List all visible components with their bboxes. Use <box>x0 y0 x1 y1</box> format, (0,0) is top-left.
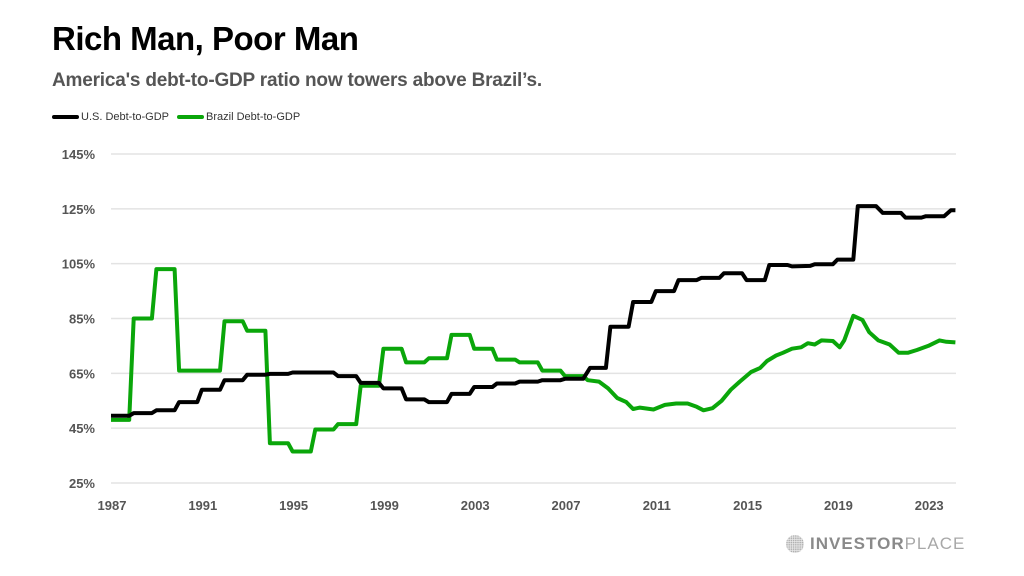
logo-text-bold: INVESTOR <box>810 534 905 553</box>
x-tick-label: 2003 <box>461 498 490 513</box>
chart-title: Rich Man, Poor Man <box>52 20 359 57</box>
y-axis-tick-labels: 25% 45% 65% 85% 105% 125% 145% <box>62 147 96 491</box>
y-tick-label: 25% <box>69 476 95 491</box>
y-tick-label: 65% <box>69 366 95 381</box>
x-tick-label: 1987 <box>98 498 127 513</box>
gridlines <box>111 153 956 484</box>
x-tick-label: 2007 <box>552 498 581 513</box>
series-lines <box>111 204 956 454</box>
chart-subtitle: America's debt-to-GDP ratio now towers a… <box>52 70 542 91</box>
x-tick-label: 2019 <box>824 498 853 513</box>
series-line-us <box>111 204 956 418</box>
x-tick-label: 2015 <box>733 498 762 513</box>
x-tick-label: 2011 <box>643 498 671 513</box>
legend-label-brazil: Brazil Debt-to-GDP <box>206 111 301 123</box>
legend-item-brazil[interactable]: Brazil Debt-to-GDP <box>177 111 300 123</box>
x-tick-label: 1991 <box>188 498 217 513</box>
y-tick-label: 45% <box>69 421 95 436</box>
legend-item-us[interactable]: U.S. Debt-to-GDP <box>52 111 169 123</box>
series-line-brazil <box>111 267 956 454</box>
logo-text-light: PLACE <box>904 534 966 553</box>
x-axis-tick-labels: 1987 1991 1995 1999 2003 2007 2011 2015 2019 2023 <box>98 498 944 513</box>
chart-legend: U.S. Debt-to-GDP Brazil Debt-to-GDP <box>52 111 308 123</box>
x-tick-label: 1995 <box>279 498 308 513</box>
y-tick-label: 125% <box>62 202 96 217</box>
investorplace-logo: INVESTOR PLACE <box>785 534 965 554</box>
y-tick-label: 85% <box>69 312 95 327</box>
y-tick-label: 145% <box>62 147 96 162</box>
legend-swatch-brazil <box>177 115 205 119</box>
x-tick-label: 1999 <box>370 498 399 513</box>
x-tick-label: 2023 <box>915 498 944 513</box>
globe-grid-icon <box>786 535 804 553</box>
y-tick-label: 105% <box>62 257 96 272</box>
legend-label-us: U.S. Debt-to-GDP <box>81 111 170 123</box>
legend-swatch-us <box>52 115 79 119</box>
